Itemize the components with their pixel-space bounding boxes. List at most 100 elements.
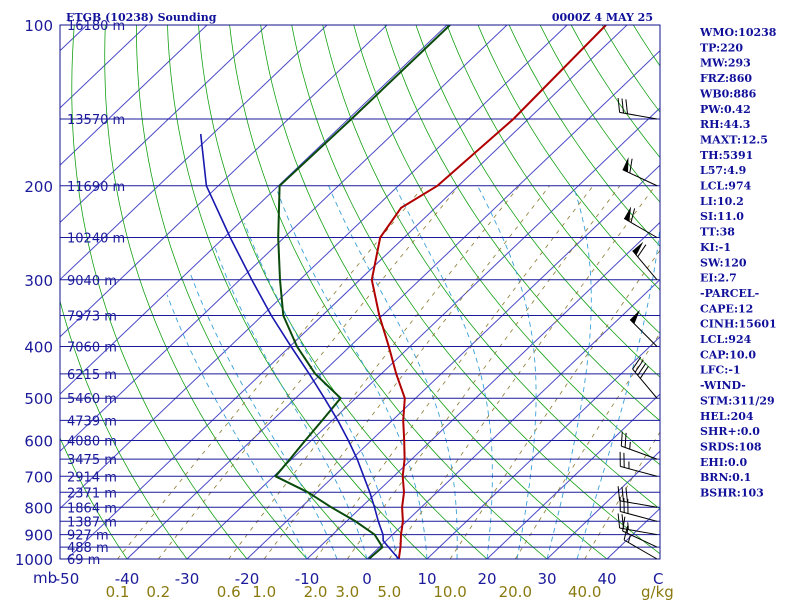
isotherm-line: [60, 25, 328, 281]
sounding-index: MAXT:12.5: [700, 133, 768, 146]
isotherm-line: [426, 336, 660, 559]
pressure-tick-label: 1000: [15, 551, 53, 569]
moist-adiabat-line: [277, 191, 428, 559]
mixing-ratio-line: [117, 185, 425, 559]
dry-adiabat-line: [291, 25, 660, 555]
dry-adiabat-line: [60, 299, 188, 559]
pressure-tick-label: 900: [24, 527, 53, 545]
dry-adiabat-line: [539, 25, 660, 203]
mixing-ratio-line: [514, 332, 660, 559]
sounding-index: LI:10.2: [700, 195, 744, 208]
wind-barb: [632, 241, 658, 281]
wind-barb: [623, 525, 658, 560]
temperature-tick-label: 40: [597, 570, 616, 588]
sounding-index: TP:220: [700, 41, 743, 54]
wind-barb: [622, 157, 658, 187]
isotherm-line: [306, 221, 660, 559]
mixing-ratio-line: [263, 185, 550, 559]
wind-barb-staff: [632, 250, 658, 281]
height-label: 7973 m: [67, 310, 117, 325]
wind-barb-feather: [637, 362, 647, 376]
wind-barb: [619, 451, 658, 477]
temperature-tick-label: 10: [417, 570, 436, 588]
pressure-tick-label: 500: [24, 390, 53, 408]
wind-barb: [617, 486, 658, 508]
height-label: 5460 m: [67, 392, 117, 407]
dry-adiabat-line: [446, 25, 660, 335]
height-label: 7060 m: [67, 341, 117, 356]
moist-adiabat-line: [546, 185, 592, 559]
height-label: 13570 m: [67, 113, 125, 128]
sounding-index: BSHR:103: [700, 487, 764, 500]
sounding-index: -WIND-: [700, 379, 746, 392]
temperature-tick-label: -30: [175, 570, 200, 588]
wind-barb: [620, 431, 658, 460]
mixing-ratio-line: [157, 185, 460, 559]
dry-adiabat-line: [167, 25, 428, 559]
valid-time: 0000Z 4 MAY 25: [552, 11, 653, 24]
wind-barb-staff: [623, 218, 658, 238]
axis-labels: 0.1 0.2 0.6 1.0 2.0 3.0 5.0 10.0 20.0 40.0 16180 m…: [15, 17, 617, 600]
temperature-tick-label: -20: [235, 570, 260, 588]
sounding-index: KI:-1: [700, 241, 731, 254]
wind-barb-flag: [622, 157, 629, 173]
wind-barb-feather: [621, 98, 624, 114]
height-label: 4739 m: [67, 414, 117, 429]
sounding-traces: [199, 25, 607, 559]
dry-adiabat-line: [353, 25, 660, 466]
mixing-ratio-unit-label: g/kg: [641, 583, 674, 600]
height-label: 69 m: [67, 553, 100, 568]
wind-barb-staff: [619, 111, 658, 120]
dry-adiabat-line: [71, 25, 248, 559]
wind-barb-feather: [630, 208, 636, 223]
sounding-index: SHR+:0.0: [700, 425, 760, 438]
wind-barb-feather: [634, 359, 644, 373]
sounding-index: LCL:974: [700, 180, 752, 193]
wind-barb-feather: [629, 158, 633, 174]
dry-adiabat-line: [322, 25, 660, 510]
height-label: 6215 m: [67, 368, 117, 383]
isotherm-line: [60, 25, 268, 224]
dry-adiabat-line: [508, 25, 660, 247]
dry-adiabat-line: [477, 25, 660, 291]
sounding-index: L57:4.9: [700, 164, 746, 177]
sounding-index: EHI:0.0: [700, 456, 747, 469]
sounding-index: TH:5391: [700, 149, 753, 162]
isotherm-line: [60, 25, 448, 395]
isotherm-line: [366, 278, 660, 559]
wind-barb-feather: [621, 486, 624, 502]
height-label: 1387 m: [67, 515, 117, 530]
wind-barb: [617, 513, 658, 536]
wind-barb-feather: [617, 97, 621, 113]
wind-barb: [623, 206, 658, 238]
mixing-ratio-tick-label: 1.0: [252, 583, 276, 600]
temperature-tick-label: 30: [537, 570, 556, 588]
dry-adiabat-line: [229, 25, 548, 559]
sounding-index: TT:38: [700, 226, 735, 239]
wind-barb-staff: [629, 319, 658, 347]
pressure-tick-label: 200: [24, 178, 53, 196]
mixing-ratio-tick-label: 0.1: [106, 583, 130, 600]
isotherm-line: [246, 164, 660, 559]
wind-barb: [617, 97, 658, 120]
pressure-tick-label: 700: [24, 468, 53, 486]
wind-barb-feather: [632, 356, 642, 370]
wind-barb: [629, 309, 658, 347]
isotherm-line: [126, 50, 660, 559]
height-label: 3475 m: [67, 453, 117, 468]
moist-adiabat-line: [244, 223, 398, 559]
sounding-index: SRDS:108: [700, 440, 762, 453]
wind-barb-staff: [621, 445, 658, 460]
dry-adiabat-line: [415, 25, 660, 378]
dry-adiabat-line: [570, 25, 660, 159]
moist-adiabat-line: [214, 246, 368, 559]
wind-barb-feather: [639, 366, 649, 379]
isotherm-line: [486, 393, 660, 559]
mixing-ratio-line: [228, 185, 520, 559]
wind-barb-staff: [623, 539, 658, 560]
wind-barb-feather: [624, 432, 627, 448]
wind-barb-half-feather: [627, 522, 629, 530]
sounding-index: EI:2.7: [700, 272, 737, 285]
isotherm-line: [546, 450, 660, 559]
plot-frame: [59, 24, 661, 560]
